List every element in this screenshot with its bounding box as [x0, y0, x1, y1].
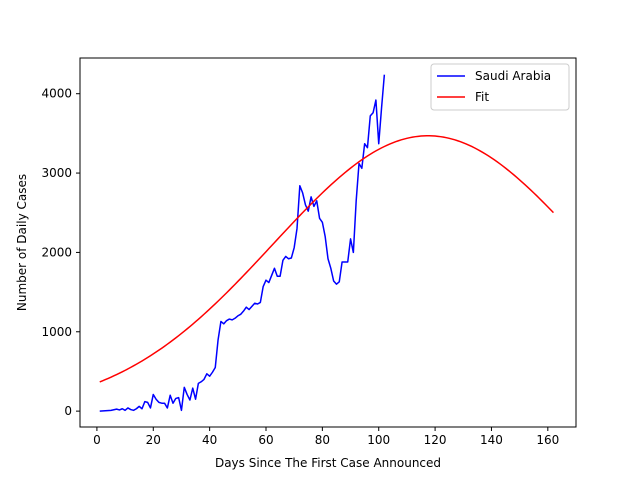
legend: Saudi Arabia Fit	[430, 63, 570, 111]
x-tick-label: 120	[424, 433, 447, 447]
legend-box	[430, 63, 570, 111]
x-axis-label: Days Since The First Case Announced	[215, 456, 441, 470]
series-line-fit	[99, 135, 554, 383]
x-tick-label: 60	[258, 433, 273, 447]
x-tick-label: 100	[367, 433, 390, 447]
legend-label-saudi-arabia: Saudi Arabia	[475, 69, 551, 83]
y-tick-label: 0	[64, 404, 72, 418]
y-tick-label: 1000	[41, 325, 72, 339]
series-line-saudi-arabia	[99, 74, 386, 412]
x-tick-label: 0	[93, 433, 101, 447]
y-tick-label: 3000	[41, 166, 72, 180]
x-tick-label: 140	[480, 433, 503, 447]
legend-label-fit: Fit	[475, 90, 489, 104]
y-tick-label: 4000	[41, 87, 72, 101]
x-tick-label: 20	[146, 433, 161, 447]
axis-ticks: 0 20 40 60 80 100 120 140 160 0 1000 2000 3000 4000	[41, 87, 559, 447]
x-tick-label: 80	[315, 433, 330, 447]
x-tick-label: 160	[536, 433, 559, 447]
x-tick-label: 40	[202, 433, 217, 447]
plot-area	[99, 74, 554, 412]
axes-frame	[79, 57, 577, 428]
y-axis-label: Number of Daily Cases	[15, 174, 29, 311]
y-tick-label: 2000	[41, 245, 72, 259]
